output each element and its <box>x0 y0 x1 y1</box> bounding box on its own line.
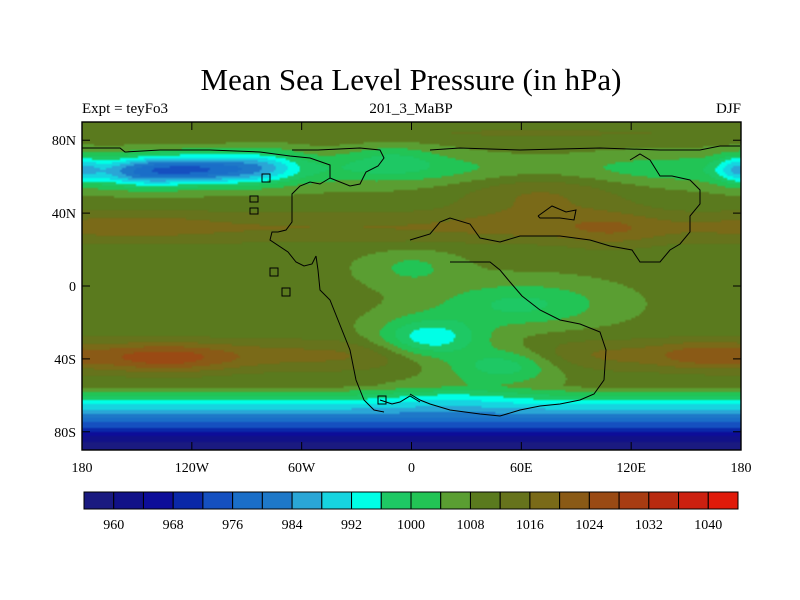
colorbar-label: 1040 <box>694 518 722 533</box>
colorbar-label: 960 <box>103 518 124 533</box>
y-axis: 80N 40N 0 40S 80S <box>52 134 741 441</box>
colorbar-box <box>83 491 115 510</box>
colorbar-label: 1000 <box>397 518 425 533</box>
colorbar-box <box>648 491 680 510</box>
colorbar-label: 976 <box>222 518 243 533</box>
colorbar-box <box>410 491 442 510</box>
y-tick-label: 80N <box>52 134 76 149</box>
colorbar-box <box>469 491 501 510</box>
x-tick-label: 120W <box>175 461 210 476</box>
colorbar-box <box>291 491 323 510</box>
colorbar-box <box>678 491 709 510</box>
colorbar-box <box>380 491 412 510</box>
colorbar-box <box>113 491 144 510</box>
colorbar-label: 1008 <box>456 518 484 533</box>
colorbar-label: 984 <box>282 518 303 533</box>
x-tick-label: 0 <box>408 461 415 476</box>
colorbar-box <box>499 491 531 510</box>
coastlines <box>82 145 740 417</box>
chart-title: Mean Sea Level Pressure (in hPa) <box>201 62 622 97</box>
pressure-field <box>82 122 741 450</box>
y-tick-label: 40S <box>54 353 76 368</box>
subtitle-right: DJF <box>716 101 741 117</box>
colorbar-box <box>559 491 590 510</box>
colorbar-box <box>618 491 650 510</box>
x-axis: 180 120W 60W 0 60E 120E 180 <box>72 122 752 476</box>
y-tick-label: 40N <box>52 207 76 222</box>
colorbar-box <box>351 491 382 510</box>
subtitle-center: 201_3_MaBP <box>369 101 452 117</box>
colorbar-box <box>440 491 471 510</box>
colorbar-box <box>261 491 293 510</box>
colorbar-box <box>202 491 234 510</box>
y-tick-label: 80S <box>54 426 76 441</box>
x-tick-label: 120E <box>616 461 646 476</box>
x-tick-label: 180 <box>731 461 752 476</box>
colorbar-box <box>232 491 263 510</box>
y-tick-label: 0 <box>69 280 76 295</box>
colorbar-box <box>142 491 174 510</box>
colorbar-box <box>707 491 739 510</box>
colorbar-label: 992 <box>341 518 362 533</box>
subtitle-left: Expt = teyFo3 <box>82 101 168 117</box>
colorbar-label: 1032 <box>635 518 663 533</box>
x-tick-label: 60W <box>288 461 316 476</box>
colorbar-box <box>588 491 620 510</box>
colorbar: 960 968 976 984 992 1000 1008 1016 1024 1032 1040 <box>83 491 739 533</box>
colorbar-label: 968 <box>163 518 184 533</box>
x-tick-label: 60E <box>510 461 533 476</box>
colorbar-box <box>172 491 204 510</box>
x-tick-label: 180 <box>72 461 93 476</box>
colorbar-box <box>321 491 353 510</box>
colorbar-label: 1016 <box>516 518 544 533</box>
colorbar-box <box>529 491 561 510</box>
colorbar-label: 1024 <box>575 518 603 533</box>
